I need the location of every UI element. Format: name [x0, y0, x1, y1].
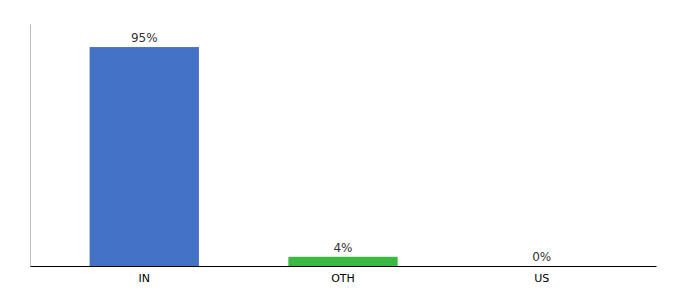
x-tick-label: OTH: [331, 272, 355, 285]
bars: [90, 47, 398, 266]
chart: IN OTH US 95% 4% 0%: [0, 0, 680, 300]
x-axis: IN OTH US: [31, 266, 657, 285]
bar: [90, 47, 199, 266]
plot: IN OTH US 95% 4% 0%: [31, 25, 657, 285]
x-axis-line: [31, 266, 657, 267]
data-label: 4%: [333, 241, 352, 255]
data-label: 95%: [131, 31, 158, 45]
x-tick-label: US: [534, 272, 549, 285]
bar: [487, 266, 596, 267]
data-labels: 95% 4% 0%: [131, 31, 551, 264]
x-tick: OTH: [331, 266, 355, 285]
y-axis: [30, 25, 31, 267]
x-tick-label: IN: [139, 272, 150, 285]
bar: [288, 257, 397, 266]
data-label: 0%: [532, 250, 551, 264]
x-tick: IN: [139, 266, 150, 285]
y-axis-line: [30, 25, 31, 267]
x-tick: US: [534, 266, 549, 285]
